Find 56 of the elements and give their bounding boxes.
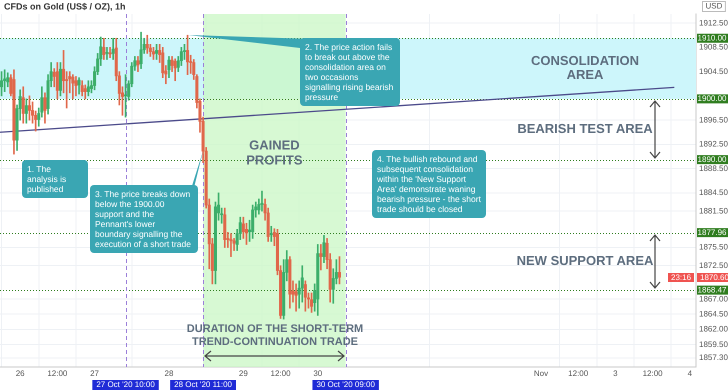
ref-line-label: 30 Oct '20 09:00: [316, 380, 376, 390]
candlestick: [105, 47, 108, 60]
ref-line-label: 1877.96: [698, 228, 728, 237]
y-tick-label: 1867.00: [699, 294, 728, 304]
x-tick-label: 29: [238, 369, 248, 378]
y-tick-label: 1896.50: [699, 115, 728, 124]
ref-line-label: 1910.00: [698, 33, 728, 42]
candlestick: [28, 96, 31, 120]
y-tick-label: 1904.50: [699, 66, 728, 76]
x-tick-label: 12:00: [642, 369, 664, 378]
y-tick-label: 1908.50: [699, 42, 728, 52]
annotation: DURATION OF THE SHORT-TERM TREND-CONTINUATION TRADE: [186, 323, 364, 349]
ref-line-label: 28 Oct '20 11:00: [174, 380, 233, 390]
x-tick-label: 28: [164, 369, 174, 378]
ref-line-label: 1890.00: [698, 154, 728, 164]
ref-line-label: 1900.00: [698, 94, 728, 104]
y-tick-label: 1857.30: [699, 353, 728, 362]
y-tick-label: 1864.50: [699, 309, 728, 318]
candlestick: [338, 256, 342, 284]
x-tick-label: 3: [613, 369, 618, 378]
y-axis-title: USD: [706, 2, 723, 11]
y-tick-label: 1912.50: [699, 18, 728, 28]
x-tick-label: 4: [688, 369, 693, 378]
candlestick: [108, 47, 112, 58]
annotation: 23:16: [668, 272, 694, 282]
annotation: 1. The analysis is published: [22, 160, 88, 198]
x-tick-label: 26: [16, 369, 26, 378]
x-tick-label: 12:00: [47, 369, 68, 378]
candlestick: [260, 190, 264, 212]
candlestick: [294, 284, 298, 312]
x-tick-label: 12:00: [270, 369, 292, 378]
y-tick-label: 1892.50: [699, 140, 728, 149]
y-tick-label: 1881.50: [699, 206, 728, 216]
y-tick-label: 1884.50: [699, 188, 728, 198]
band-label: GAINED PROFITS: [246, 138, 303, 168]
annotation: NEW SUPPORT AREA: [516, 253, 654, 268]
x-tick-label: 30: [313, 369, 323, 378]
band-label: CONSOLIDATION AREA: [530, 53, 640, 82]
candlestick: [155, 44, 158, 60]
annotation: BEARISH TEST AREA: [516, 121, 654, 136]
candlestick: [124, 74, 128, 118]
chart-title: CFDs on Gold (US$ / OZ), 1h: [4, 1, 126, 12]
y-tick-label: 1888.50: [699, 164, 728, 173]
candlestick: [152, 47, 155, 60]
ref-line-label: 1868.47: [698, 285, 728, 294]
annotation: 2. The price action fails to break out above the consolidation area on two occasions signalling rising bearish pressure: [300, 38, 400, 106]
x-tick-label: 12:00: [568, 369, 589, 378]
y-tick-label: 1875.50: [699, 242, 728, 252]
y-tick-label: 1859.50: [699, 340, 728, 349]
annotation: 3. The price breaks down below the 1900.00 support and the Pennant's lower boundary signalling the execution of a short trade: [90, 184, 198, 253]
y-tick-label: 1872.50: [699, 260, 728, 270]
ref-line-label: 27 Oct '20 10:00: [96, 380, 156, 390]
x-tick-label: Nov: [534, 369, 548, 378]
annotation: 4. The bullish rebound and subsequent consolidation within the 'New Support Area' demonstrate waning bearish pressure - the short trade should be closed: [372, 150, 486, 218]
y-tick-label: 1862.00: [699, 324, 728, 334]
x-tick-label: 27: [90, 369, 100, 378]
